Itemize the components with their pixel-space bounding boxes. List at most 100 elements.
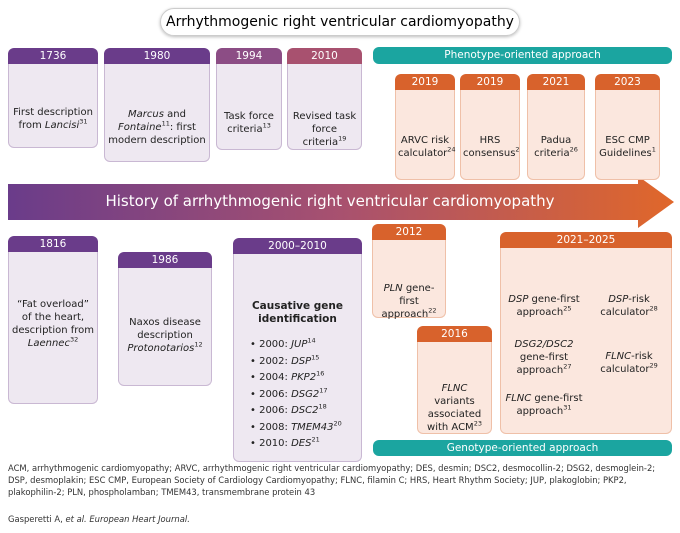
card-body [216,64,282,150]
card-text: “Fat overload” of the heart, description… [11,298,95,350]
text-run: PKP2 [291,372,317,383]
text-run: DSP [291,355,312,367]
card-text: Padua criteria26 [530,134,582,160]
text-run: Task force criteria [224,111,274,135]
text-run: -risk calculator [600,351,653,375]
card-body [417,342,492,434]
card-text: HRS consensus2 [463,134,520,160]
card-text: Task force criteria13 [219,110,279,136]
text-run: FLNC [505,393,532,404]
text-run: 29 [649,361,658,370]
approach-item: DSG2/DSC2 gene-first approach27 [505,338,583,377]
card-year: 2019 [460,74,520,90]
text-run: Marcus [128,109,164,120]
card-body [104,64,210,162]
text-run: 11 [161,119,170,128]
card-year: 1994 [216,48,282,64]
gene-item: • 2004: PKP216 [250,370,360,384]
card-body [287,64,362,150]
text-run: • 2002: [250,355,292,367]
text-run: 23 [473,419,482,428]
card-body [233,254,362,462]
card-text: Marcus and Fontaine11: first modern desc… [107,108,207,147]
text-run: 17 [319,386,328,395]
text-run: HRS consensus [463,135,516,159]
text-run: DES [291,438,312,449]
card-year: 1736 [8,48,98,64]
citation: Gasperetti A, et al. European Heart Jour… [8,514,672,524]
text-run: DSG2/DSC2 [514,339,574,350]
text-run: Revised task force criteria [292,111,357,148]
card-text: FLNC variants associated with ACM23 [420,382,489,434]
text-run: DSC2 [291,405,319,416]
text-run: 31 [79,117,88,126]
text-run: • 2004: [250,372,292,383]
text-run: variants associated with ACM [427,396,482,433]
approach-item: FLNC-risk calculator29 [590,350,668,376]
card-year: 2016 [417,326,492,342]
approach-item: DSP gene-first approach25 [505,293,583,319]
text-run: 18 [318,402,327,411]
genotype-bar: Genotype-oriented approach [373,440,672,456]
text-run: 24 [447,145,456,154]
text-run: 1 [651,145,656,154]
text-run: JUP [291,339,308,350]
text-run: Laennec [27,338,70,349]
card-heading: Causative gene identification [251,300,344,325]
gene-item: • 2010: DES21 [250,435,360,450]
card-year: 2012 [372,224,446,240]
text-run: 28 [649,304,658,313]
card-text: ESC CMP Guidelines1 [598,134,657,160]
text-run: Protonotarios [127,343,195,354]
card-text: First description from Lancisi31 [11,106,95,132]
phenotype-bar: Phenotype-oriented approach [373,47,672,64]
card-body [527,90,585,180]
approach-item: DSP-risk calculator28 [590,293,668,319]
text-run: FLNC [441,383,468,394]
text-run: ESC CMP Guidelines [599,135,652,159]
gene-item: • 2000: JUP14 [250,336,360,351]
card-year: 2010 [287,48,362,64]
footnote: ACM, arrhythmogenic cardiomyopathy; ARVC… [8,463,656,497]
text-run: 15 [311,353,320,362]
card-year: 1986 [118,252,212,268]
card-body [372,240,446,318]
text-run: 2 [515,145,520,154]
text-run: DSP [508,294,529,305]
text-run: 14 [307,336,316,345]
text-run: • 2006: [250,405,292,416]
text-run: TMEM43 [291,421,334,433]
gene-item: • 2006: DSG217 [250,386,360,401]
text-run: Padua criteria [534,135,572,159]
approach-item: FLNC gene-first approach31 [505,392,583,418]
text-run: 31 [563,403,572,412]
card-text: Naxos disease description Protonotarios1… [121,316,209,355]
title: Arrhythmogenic right ventricular cardiom… [160,8,520,36]
text-run: 21 [311,435,320,444]
text-run: Lancisi [44,120,80,131]
text-run: 19 [338,134,347,143]
text-run: Fontaine [118,122,162,133]
card-text: PLN gene-first approach22 [375,282,443,321]
card-year: 2021–2025 [500,232,672,248]
text-run: 27 [563,362,572,371]
text-run: gene-first approach [516,393,583,417]
text-run: gene-first approach [516,352,569,376]
text-run: PLN [383,283,403,294]
text-run: • 2006: [250,388,292,400]
card-body [8,64,98,148]
text-run: DSP [608,294,629,305]
text-run: 32 [69,335,79,344]
card-year: 2023 [595,74,660,90]
text-run: : first modern description [108,122,206,146]
card-year: 2021 [527,74,585,90]
text-run: • 2008: [250,421,292,433]
gene-item: • 2002: DSP15 [250,353,360,368]
card-body [460,90,520,180]
text-run: 25 [563,304,572,313]
polygon [8,176,674,228]
card-body [500,248,672,434]
text-run: -risk calculator [600,294,650,318]
text-run: ARVC risk calculator [398,135,450,159]
